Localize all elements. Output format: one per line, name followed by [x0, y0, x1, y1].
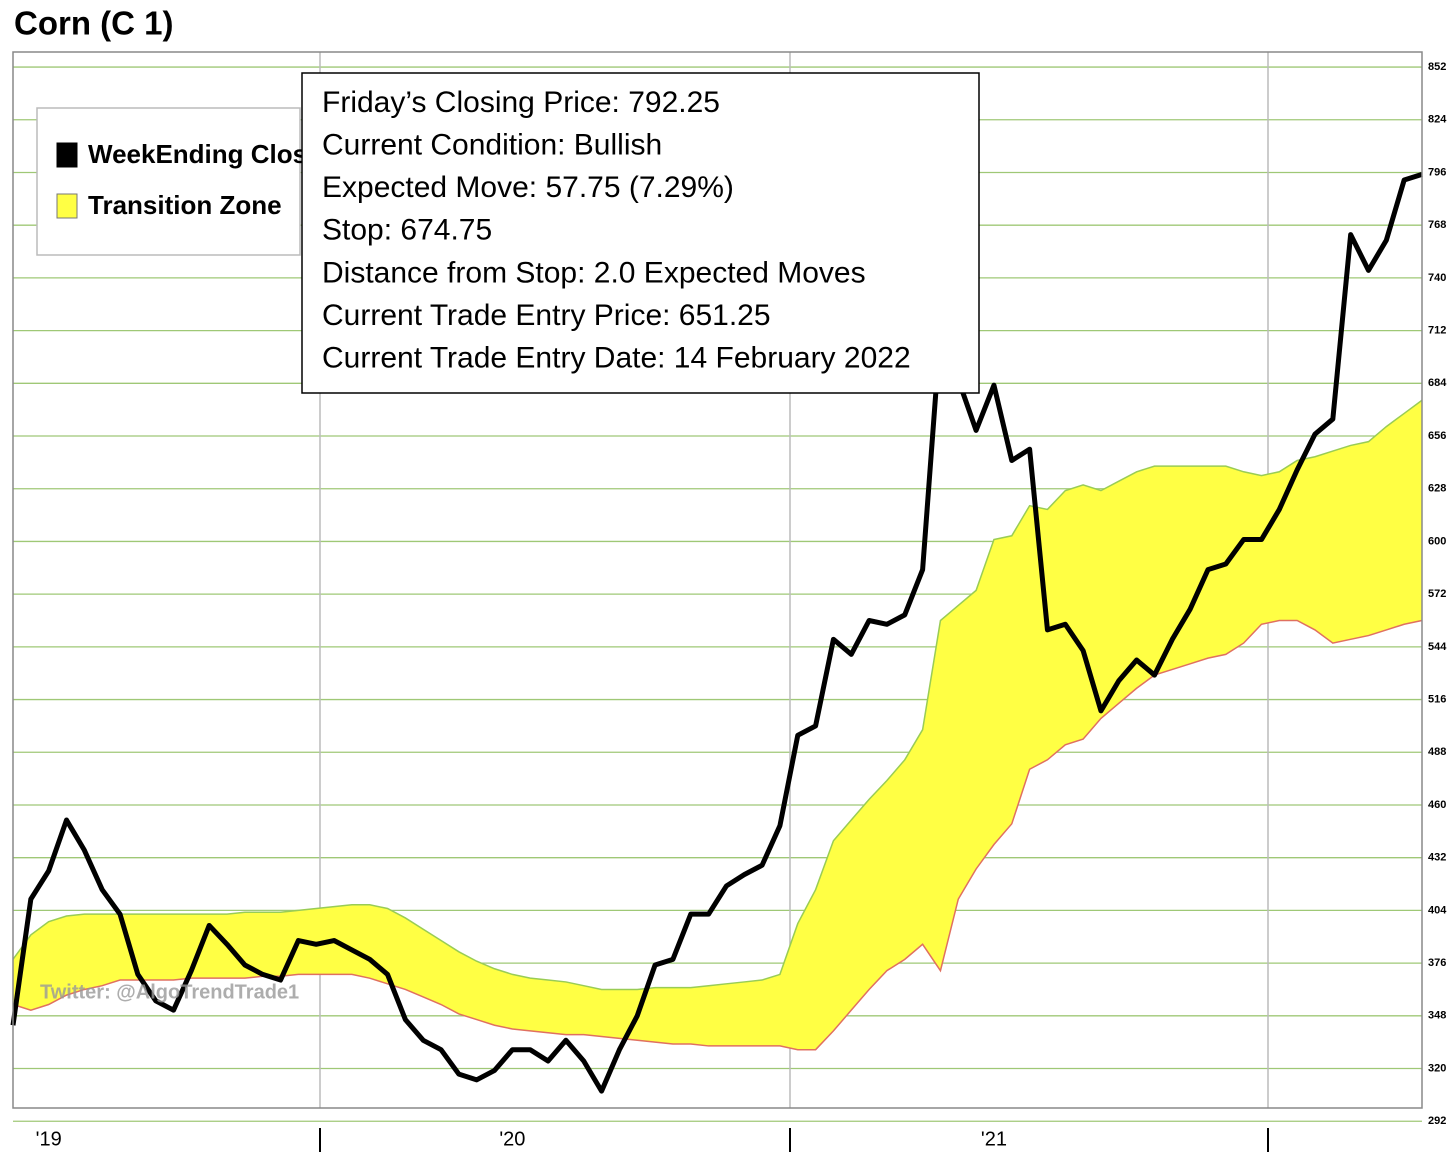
y-tick-label: 516 — [1428, 693, 1446, 705]
y-tick-label: 628 — [1428, 483, 1446, 495]
info-line: Current Trade Entry Date: 14 February 20… — [322, 342, 911, 375]
info-line: Current Condition: Bullish — [322, 129, 662, 162]
y-tick-label: 824 — [1428, 114, 1447, 126]
chart-title: Corn (C 1) — [14, 5, 174, 42]
info-box: Friday’s Closing Price: 792.25 Current Co… — [301, 72, 980, 394]
y-tick-label: 348 — [1428, 1010, 1446, 1022]
legend: WeekEnding Close Transition Zone — [36, 107, 322, 256]
zone-lower — [12, 619, 1423, 1051]
info-line: Expected Move: 57.75 (7.29%) — [322, 171, 734, 204]
x-tick-label: '19 — [36, 1128, 62, 1150]
x-tick-label: '20 — [499, 1128, 525, 1150]
x-tick-label: '21 — [981, 1128, 1007, 1150]
zone-upper — [12, 399, 1423, 991]
y-tick-label: 376 — [1428, 957, 1446, 969]
y-tick-label: 544 — [1428, 641, 1447, 653]
y-tick-label: 460 — [1428, 799, 1446, 811]
transition-zone — [13, 400, 1422, 1050]
y-tick-label: 656 — [1428, 430, 1446, 442]
legend-swatch — [56, 142, 78, 168]
legend-label: Transition Zone — [88, 190, 282, 220]
info-line: Current Trade Entry Price: 651.25 — [322, 299, 771, 332]
marks — [10, 171, 1423, 1094]
y-tick-label: 600 — [1428, 535, 1446, 547]
y-tick-label: 292 — [1428, 1115, 1446, 1127]
legend-box — [36, 107, 301, 256]
y-tick-label: 488 — [1428, 746, 1446, 758]
info-line: Distance from Stop: 2.0 Expected Moves — [322, 256, 866, 289]
y-tick-label: 852 — [1428, 61, 1446, 73]
plot-frame — [12, 51, 1423, 1109]
info-frame — [301, 72, 980, 394]
legend-label: WeekEnding Close — [88, 139, 322, 169]
x-ticks — [319, 1128, 1269, 1152]
y-tick-label: 404 — [1428, 904, 1447, 916]
y-tick-label: 796 — [1428, 166, 1446, 178]
y-tick-label: 768 — [1428, 219, 1446, 231]
y-tick-label: 712 — [1428, 325, 1446, 337]
legend-swatch — [56, 193, 78, 219]
info-line: Friday’s Closing Price: 792.25 — [322, 86, 720, 119]
y-tick-label: 432 — [1428, 852, 1446, 864]
info-line: Stop: 674.75 — [322, 214, 492, 247]
y-tick-label: 740 — [1428, 272, 1446, 284]
watermark: Twitter: @AlgoTrendTrade1 — [40, 981, 299, 1003]
close-line — [10, 171, 1423, 1094]
y-tick-label: 572 — [1428, 588, 1446, 600]
y-tick-label: 320 — [1428, 1062, 1446, 1074]
y-tick-label: 684 — [1428, 377, 1447, 389]
